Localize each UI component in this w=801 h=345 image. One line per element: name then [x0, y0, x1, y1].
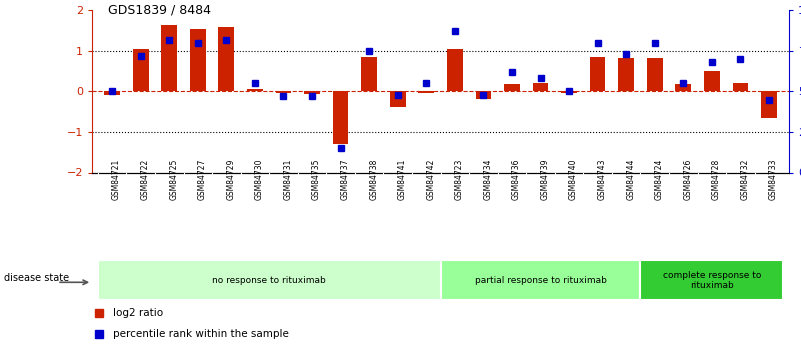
Bar: [219, 27, 234, 91]
Text: GSM84723: GSM84723: [455, 159, 464, 200]
Text: GSM84740: GSM84740: [569, 159, 578, 200]
Bar: [761, 91, 777, 118]
Bar: [590, 57, 606, 91]
Bar: [161, 24, 177, 91]
Text: partial response to rituximab: partial response to rituximab: [474, 276, 606, 285]
Text: GSM84721: GSM84721: [112, 159, 121, 200]
Text: GSM84728: GSM84728: [712, 159, 721, 200]
Bar: [332, 91, 348, 144]
Bar: [190, 29, 206, 91]
Text: GSM84743: GSM84743: [598, 159, 606, 200]
Text: GSM84733: GSM84733: [769, 159, 778, 200]
Bar: [361, 57, 377, 91]
Bar: [418, 91, 434, 93]
Bar: [618, 58, 634, 91]
Bar: [390, 91, 405, 107]
Bar: [675, 84, 691, 91]
Text: GSM84734: GSM84734: [483, 159, 493, 200]
Text: GSM84736: GSM84736: [512, 159, 521, 200]
Text: GSM84729: GSM84729: [227, 159, 235, 200]
Text: GDS1839 / 8484: GDS1839 / 8484: [108, 3, 211, 17]
Text: complete response to
rituximab: complete response to rituximab: [662, 270, 761, 290]
Bar: [533, 82, 549, 91]
Text: GSM84727: GSM84727: [198, 159, 207, 200]
Text: no response to rituximab: no response to rituximab: [212, 276, 326, 285]
Bar: [276, 91, 292, 93]
Bar: [304, 91, 320, 94]
Text: GSM84724: GSM84724: [654, 159, 664, 200]
Bar: [247, 89, 263, 91]
Bar: [441, 260, 641, 300]
Bar: [641, 260, 783, 300]
Bar: [647, 58, 662, 91]
Bar: [562, 91, 577, 93]
Bar: [704, 71, 720, 91]
Text: GSM84739: GSM84739: [541, 159, 549, 200]
Text: GSM84738: GSM84738: [369, 159, 378, 200]
Bar: [733, 82, 748, 91]
Text: disease state: disease state: [4, 273, 69, 283]
Bar: [447, 49, 463, 91]
Bar: [504, 84, 520, 91]
Text: GSM84737: GSM84737: [340, 159, 349, 200]
Text: GSM84726: GSM84726: [683, 159, 692, 200]
Text: GSM84731: GSM84731: [284, 159, 292, 200]
Bar: [133, 49, 148, 91]
Text: GSM84730: GSM84730: [255, 159, 264, 200]
Text: GSM84732: GSM84732: [740, 159, 750, 200]
Text: GSM84741: GSM84741: [398, 159, 407, 200]
Bar: [104, 91, 120, 95]
Bar: [98, 260, 441, 300]
Text: log2 ratio: log2 ratio: [113, 308, 163, 318]
Text: percentile rank within the sample: percentile rank within the sample: [113, 329, 289, 339]
Bar: [476, 91, 491, 99]
Text: GSM84742: GSM84742: [426, 159, 435, 200]
Text: GSM84735: GSM84735: [312, 159, 321, 200]
Text: GSM84744: GSM84744: [626, 159, 635, 200]
Text: GSM84725: GSM84725: [169, 159, 179, 200]
Text: GSM84722: GSM84722: [141, 159, 150, 200]
